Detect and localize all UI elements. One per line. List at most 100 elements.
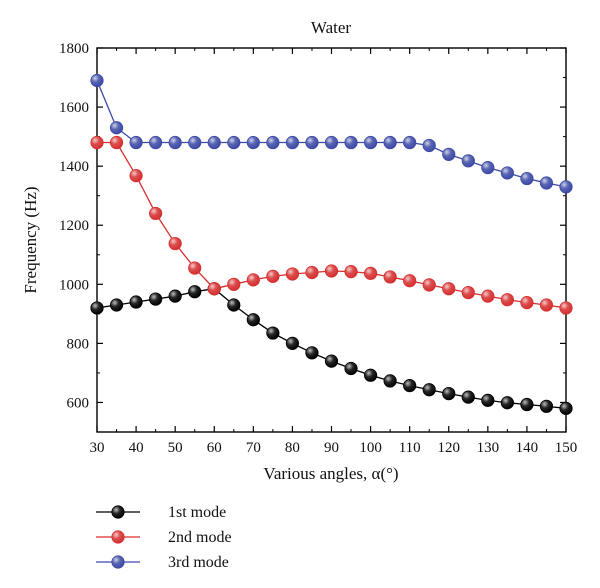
data-point — [539, 298, 554, 312]
data-point — [559, 401, 573, 415]
data-point — [168, 135, 182, 150]
data-point — [90, 73, 104, 88]
data-point — [324, 135, 339, 150]
data-point — [442, 147, 456, 161]
data-point — [227, 298, 241, 312]
y-tick-labels: 600 800 1000 1200 1400 1600 1800 — [59, 41, 89, 411]
x-tick-label: 110 — [399, 440, 421, 456]
legend-item: 2nd mode — [96, 529, 232, 546]
data-point — [207, 282, 221, 296]
series-3 — [90, 73, 573, 194]
data-point — [305, 265, 319, 280]
data-point — [520, 296, 534, 310]
data-point — [403, 379, 417, 393]
series-line — [96, 80, 567, 188]
data-point — [246, 273, 260, 287]
legend-label: 2nd mode — [168, 529, 232, 546]
data-point — [129, 169, 143, 183]
data-point — [266, 326, 280, 340]
chart-title: Water — [311, 18, 351, 37]
data-point — [363, 135, 378, 150]
data-point — [403, 135, 417, 150]
data-point — [481, 393, 495, 407]
plot-frame — [96, 47, 567, 433]
x-tick-label: 50 — [168, 440, 183, 456]
data-point — [461, 285, 475, 300]
data-point — [285, 267, 300, 281]
data-point — [520, 397, 534, 412]
data-point — [188, 285, 202, 299]
data-point — [539, 176, 554, 190]
data-point — [188, 135, 202, 150]
data-point — [461, 390, 475, 404]
y-tick-label: 1200 — [59, 218, 89, 234]
legend-marker — [111, 530, 125, 544]
data-point — [285, 336, 300, 350]
x-tick-label: 150 — [555, 440, 578, 456]
x-tick-label: 30 — [90, 440, 105, 456]
series-line — [97, 141, 567, 309]
y-tick-label: 1600 — [59, 100, 89, 116]
data-point — [109, 298, 124, 312]
legend-label: 1st mode — [168, 504, 226, 521]
data-point — [266, 135, 280, 150]
series-2 — [90, 135, 573, 315]
x-tick-label: 70 — [246, 440, 261, 456]
data-point — [90, 301, 104, 315]
data-point — [461, 154, 475, 168]
data-point — [422, 278, 436, 292]
data-point — [246, 135, 260, 150]
data-point — [539, 399, 554, 413]
data-point — [520, 171, 534, 186]
data-point — [285, 135, 300, 150]
data-point — [344, 265, 358, 279]
data-point — [149, 292, 163, 306]
data-point — [168, 289, 182, 303]
data-point — [481, 161, 495, 175]
data-point — [344, 135, 358, 150]
legend-marker — [111, 555, 125, 569]
series-layer — [90, 73, 573, 415]
data-point — [246, 313, 260, 327]
x-tick-label: 80 — [285, 440, 300, 456]
legend-item: 1st mode — [96, 504, 226, 521]
legend: 1st mode 2nd mode 3rd mode — [96, 504, 232, 571]
data-point — [305, 135, 319, 150]
x-tick-labels: 30 40 50 60 70 80 90 100 110 120 130 140 150 — [90, 440, 578, 456]
data-point — [500, 293, 514, 307]
data-point — [90, 135, 104, 150]
data-point — [109, 121, 124, 135]
series-line — [96, 288, 567, 410]
legend-label: 3rd mode — [168, 554, 229, 571]
data-point — [227, 277, 241, 291]
legend-item: 3rd mode — [96, 554, 229, 571]
y-tick-label: 1800 — [59, 41, 89, 57]
axis-ticks — [96, 47, 567, 432]
data-point — [403, 274, 417, 288]
data-point — [363, 368, 378, 382]
y-tick-label: 800 — [67, 336, 90, 352]
data-point — [129, 295, 143, 309]
data-point — [344, 361, 358, 376]
x-tick-label: 130 — [477, 440, 500, 456]
data-point — [168, 236, 182, 251]
data-point — [207, 135, 221, 150]
data-point — [559, 180, 573, 194]
data-point — [109, 135, 124, 150]
data-point — [422, 383, 436, 397]
data-point — [129, 135, 143, 150]
x-tick-label: 100 — [359, 440, 382, 456]
series-1 — [90, 282, 573, 415]
data-point — [500, 396, 514, 410]
y-axis-title: Frequency (Hz) — [21, 186, 40, 293]
data-point — [383, 135, 397, 150]
y-tick-label: 1400 — [59, 159, 89, 175]
data-point — [266, 269, 280, 283]
x-tick-label: 90 — [324, 440, 339, 456]
y-tick-label: 1000 — [59, 277, 89, 293]
data-point — [149, 206, 163, 221]
data-point — [500, 166, 514, 180]
data-point — [363, 266, 378, 280]
